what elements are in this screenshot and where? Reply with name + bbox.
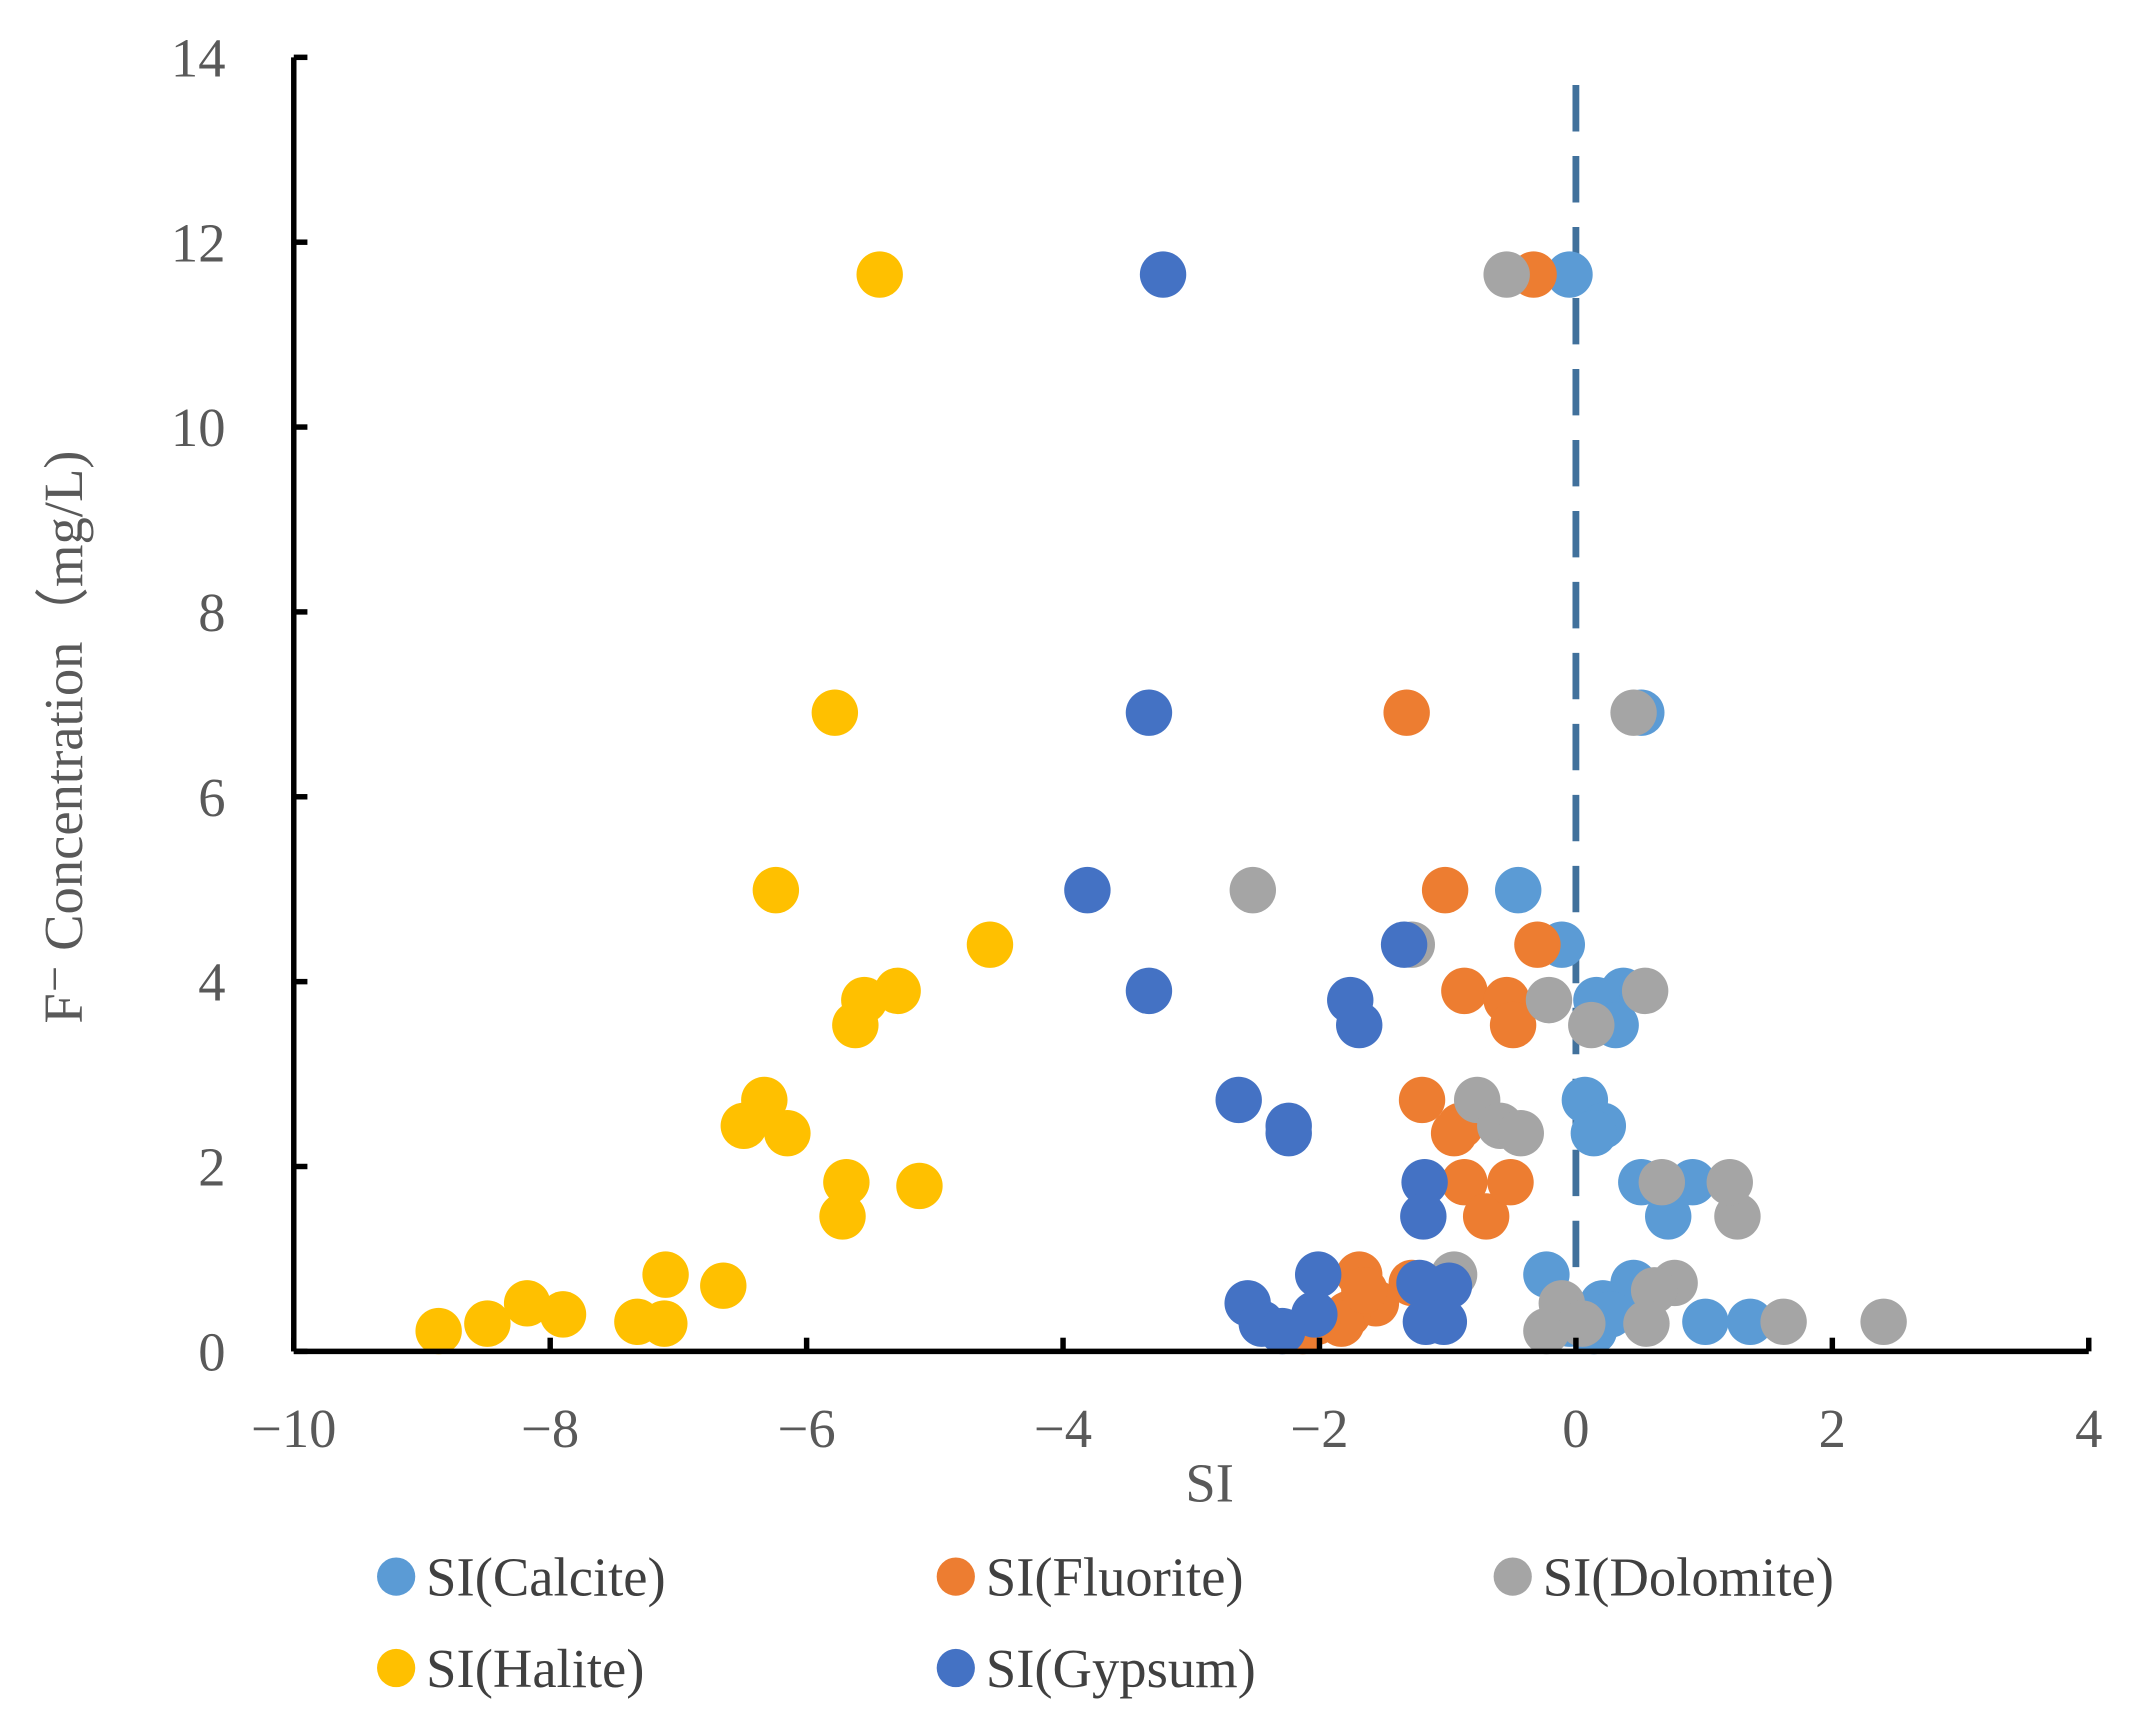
y-tick-label: 4 [198,952,225,1013]
y-tick-label: 6 [198,767,225,828]
x-tick-label: 0 [1562,1398,1589,1459]
legend-label: SI(Gypsum) [986,1638,1256,1699]
legend-label: SI(Calcite) [426,1547,666,1608]
data-point [1570,1110,1618,1157]
data-point [539,1291,587,1338]
data-point [642,1251,689,1298]
data-point [1139,251,1187,298]
legend-item: SI(Halite) [377,1638,644,1699]
data-point [966,921,1014,968]
data-point [832,1001,879,1049]
data-point [1546,251,1593,298]
data-point [1398,1076,1446,1124]
data-point [641,1300,688,1347]
data-point [1441,1159,1488,1206]
y-tick-label: 8 [198,582,225,643]
data-point [1860,1298,1907,1345]
data-point [415,1307,462,1355]
data-point [1336,1001,1383,1049]
data-point [896,1162,943,1210]
data-point [1401,1159,1448,1206]
data-point [1523,1307,1570,1355]
legend-item: SI(Calcite) [377,1547,666,1608]
x-tick-label: 4 [2075,1398,2102,1459]
legend-marker [936,1648,975,1688]
y-tick-label: 10 [171,397,226,458]
legend-marker [377,1648,416,1688]
series-sidolomite [1229,251,1907,1355]
data-point [823,1159,870,1206]
y-tick-label: 0 [198,1321,225,1382]
legend-label: SI(Halite) [426,1638,644,1699]
data-point [1383,689,1430,736]
data-point [1064,866,1111,914]
y-tick-label: 2 [198,1137,225,1198]
data-point [1265,1110,1312,1157]
legend-item: SI(Gypsum) [936,1638,1256,1699]
legend-item: SI(Fluorite) [936,1547,1244,1608]
x-tick-label: −6 [778,1398,836,1459]
data-point [700,1262,747,1309]
data-point [1400,1193,1447,1240]
data-point [856,251,903,298]
data-point [1727,1298,1774,1345]
x-axis-label: SI [1185,1453,1234,1514]
series-sifluorite [1279,251,1561,1355]
data-point [1294,1251,1342,1298]
data-point [1489,1001,1537,1049]
data-point [1706,1159,1753,1206]
data-point [1125,689,1173,736]
y-axis-label: F⁻ Concentration（mg/L) [33,451,94,1024]
x-tick-label: −8 [521,1398,579,1459]
x-tick-label: 2 [1819,1398,1846,1459]
data-point [1568,1001,1615,1049]
data-point [1125,967,1173,1015]
legend-marker [1493,1557,1532,1596]
data-point [764,1110,811,1157]
y-tick-label: 12 [171,212,226,273]
data-point [1610,689,1657,736]
data-point [464,1300,511,1347]
legend-label: SI(Dolomite) [1543,1547,1834,1608]
data-point [1421,866,1469,914]
data-point [752,866,800,914]
data-point [1483,251,1530,298]
legend-label: SI(Fluorite) [986,1547,1244,1608]
data-point [1497,1110,1544,1157]
data-point [503,1280,551,1327]
legend-marker [936,1557,975,1596]
x-tick-label: −2 [1290,1398,1348,1459]
data-point [1441,967,1488,1015]
data-point [1623,1300,1670,1347]
data-point [1621,967,1669,1015]
data-point [1514,921,1561,968]
data-point [811,689,859,736]
data-point [1525,976,1573,1024]
data-point [1487,1159,1534,1206]
legend-marker [377,1557,416,1596]
data-point [1259,1307,1306,1355]
data-point [1341,1267,1388,1314]
x-tick-label: −4 [1034,1398,1092,1459]
data-point [720,1102,768,1150]
data-point [1682,1298,1729,1345]
data-point [1430,1110,1478,1157]
data-point [819,1193,866,1240]
data-point [1229,866,1277,914]
data-point [1638,1159,1686,1206]
series-sigypsum [1064,251,1473,1355]
data-point [1462,1193,1510,1240]
data-point [1420,1298,1468,1345]
data-point [1760,1298,1807,1345]
data-point [1559,1300,1606,1347]
data-point [1425,1262,1473,1309]
data-point [1215,1076,1262,1124]
x-tick-label: −10 [251,1398,336,1459]
y-tick-label: 14 [171,27,226,88]
data-point [1380,921,1428,968]
series-sihalite [415,251,1014,1355]
data-point [1495,866,1542,914]
legend-item: SI(Dolomite) [1493,1547,1834,1608]
